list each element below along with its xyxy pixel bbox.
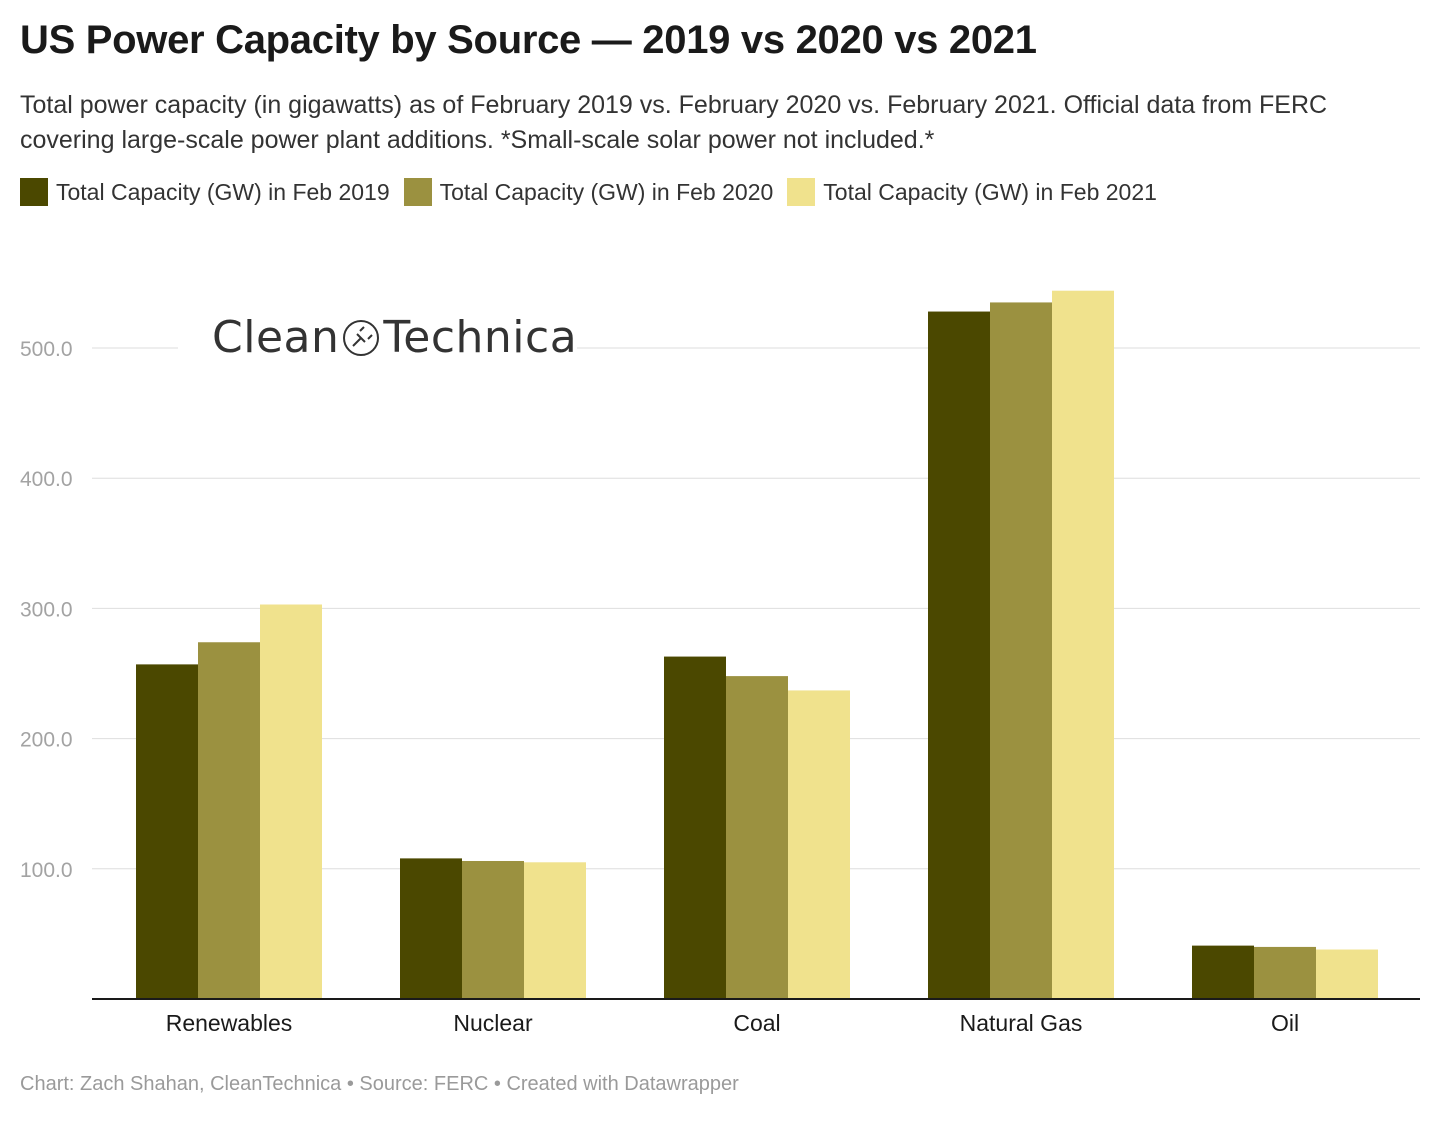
bar-oil-2021 — [1316, 949, 1378, 999]
logo-text-right: Technica — [383, 312, 578, 363]
bar-nuclear-2020 — [462, 860, 524, 999]
legend-swatch-2021 — [787, 178, 816, 206]
bar-natural-gas-2021 — [1052, 290, 1114, 999]
chart-subtitle: Total power capacity (in gigawatts) as o… — [20, 91, 1328, 154]
x-tick-label: Nuclear — [453, 1010, 533, 1036]
legend-swatch-2020 — [403, 178, 432, 206]
bar-natural-gas-2019 — [928, 311, 990, 999]
y-tick-label: 500.0 — [20, 338, 73, 361]
chart-title: US Power Capacity by Source — 2019 vs 20… — [20, 18, 1037, 62]
bar-oil-2019 — [1192, 945, 1254, 999]
y-tick-label: 200.0 — [20, 729, 73, 752]
x-tick-label: Natural Gas — [960, 1010, 1083, 1036]
bar-oil-2020 — [1254, 946, 1316, 999]
cleantechnica-logo: Clean Technica — [212, 312, 577, 363]
x-tick-label: Renewables — [166, 1010, 293, 1036]
bar-renewables-2019 — [136, 664, 198, 999]
bar-nuclear-2021 — [524, 862, 586, 999]
bar-renewables-2021 — [260, 604, 322, 999]
legend-label-2020: Total Capacity (GW) in Feb 2020 — [439, 178, 774, 205]
legend: Total Capacity (GW) in Feb 2019 Total Ca… — [20, 178, 1171, 206]
legend-item-2020: Total Capacity (GW) in Feb 2020 — [403, 178, 774, 206]
legend-item-2021: Total Capacity (GW) in Feb 2021 — [787, 178, 1157, 206]
plug-icon — [343, 320, 380, 356]
x-tick-label: Oil — [1271, 1010, 1299, 1036]
logo-text-left: Clean — [212, 312, 340, 363]
chart-footer: Chart: Zach Shahan, CleanTechnica • Sour… — [20, 1073, 739, 1095]
legend-label-2021: Total Capacity (GW) in Feb 2021 — [823, 178, 1157, 205]
legend-label-2019: Total Capacity (GW) in Feb 2019 — [56, 178, 390, 205]
y-tick-label: 300.0 — [20, 598, 73, 621]
legend-item-2019: Total Capacity (GW) in Feb 2019 — [20, 178, 390, 206]
bar-nuclear-2019 — [400, 858, 462, 999]
x-tick-label: Coal — [733, 1010, 780, 1036]
y-tick-label: 400.0 — [20, 468, 73, 491]
bar-natural-gas-2020 — [990, 302, 1052, 999]
bar-coal-2020 — [726, 676, 788, 999]
legend-swatch-2019 — [20, 178, 48, 206]
bar-coal-2019 — [664, 656, 726, 999]
bar-coal-2021 — [788, 690, 850, 999]
bar-renewables-2020 — [198, 642, 260, 999]
y-tick-label: 100.0 — [20, 859, 73, 882]
